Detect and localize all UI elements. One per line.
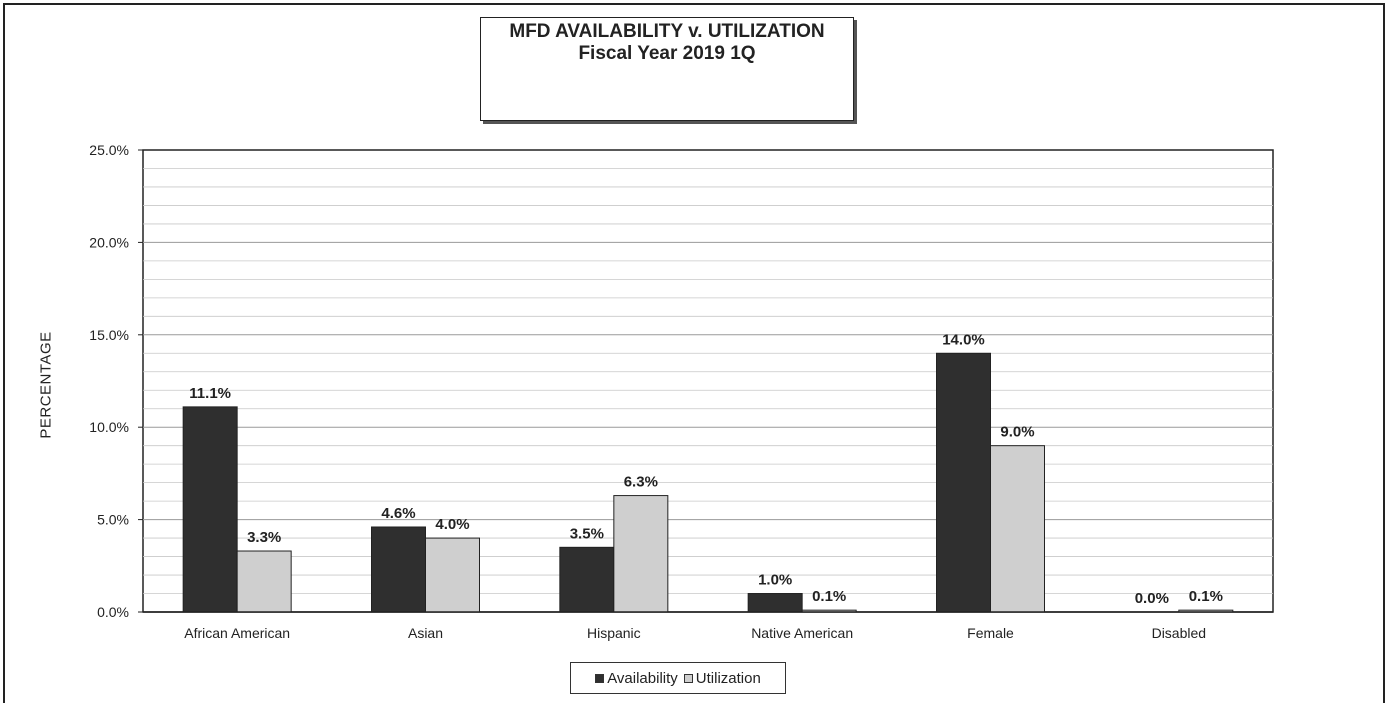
x-tick-label: Female bbox=[967, 625, 1014, 641]
y-tick-label: 25.0% bbox=[89, 142, 129, 158]
y-tick-label: 20.0% bbox=[89, 234, 129, 250]
bar-utilization-2 bbox=[613, 495, 669, 613]
chart-title: MFD AVAILABILITY v. UTILIZATION bbox=[509, 21, 825, 42]
y-tick-label: 15.0% bbox=[89, 327, 129, 343]
bar-utilization-1 bbox=[425, 537, 480, 613]
y-tick-label: 10.0% bbox=[89, 419, 129, 435]
data-label: 11.1% bbox=[189, 385, 231, 402]
x-tick-label: Native American bbox=[751, 625, 853, 641]
x-tick-label: Asian bbox=[408, 625, 443, 641]
data-label: 6.3% bbox=[624, 474, 658, 491]
data-label: 3.5% bbox=[570, 525, 604, 542]
y-tick-label: 5.0% bbox=[97, 512, 129, 528]
x-tick-label: Disabled bbox=[1152, 625, 1206, 641]
bar-availability-2 bbox=[559, 546, 615, 613]
x-tick-label: African American bbox=[184, 625, 290, 641]
y-tick-label: 0.0% bbox=[97, 604, 129, 620]
bar-availability-1 bbox=[371, 526, 426, 613]
data-label: 0.0% bbox=[1135, 590, 1169, 607]
legend-label-utilization: Utilization bbox=[695, 669, 761, 687]
data-label: 0.1% bbox=[812, 588, 846, 605]
bar-utilization-0 bbox=[236, 550, 292, 613]
data-label: 14.0% bbox=[942, 331, 985, 348]
data-label: 9.0% bbox=[1000, 424, 1034, 441]
data-label: 4.6% bbox=[381, 505, 415, 522]
x-tick-label: Hispanic bbox=[587, 625, 641, 641]
legend-swatch-availability bbox=[595, 673, 605, 683]
data-label: 0.1% bbox=[1189, 588, 1223, 605]
data-label: 4.0% bbox=[435, 516, 469, 533]
legend-item-availability: Availability bbox=[595, 670, 678, 687]
bar-availability-3 bbox=[747, 593, 803, 613]
bar-utilization-4 bbox=[990, 445, 1045, 613]
chart-subtitle: Fiscal Year 2019 1Q bbox=[578, 43, 756, 64]
bar-availability-4 bbox=[936, 352, 991, 613]
legend-swatch-utilization bbox=[683, 673, 693, 683]
data-label: 3.3% bbox=[247, 529, 281, 546]
legend-item-utilization: Utilization bbox=[683, 669, 761, 687]
legend: Availability Utilization bbox=[570, 662, 786, 694]
plot-area bbox=[142, 149, 1274, 613]
data-label: 1.0% bbox=[758, 572, 792, 589]
legend-label-availability: Availability bbox=[607, 669, 678, 687]
chart-frame bbox=[3, 3, 1385, 703]
chart-title-box: MFD AVAILABILITY v. UTILIZATION Fiscal Y… bbox=[480, 17, 854, 121]
bar-availability-0 bbox=[182, 406, 238, 613]
